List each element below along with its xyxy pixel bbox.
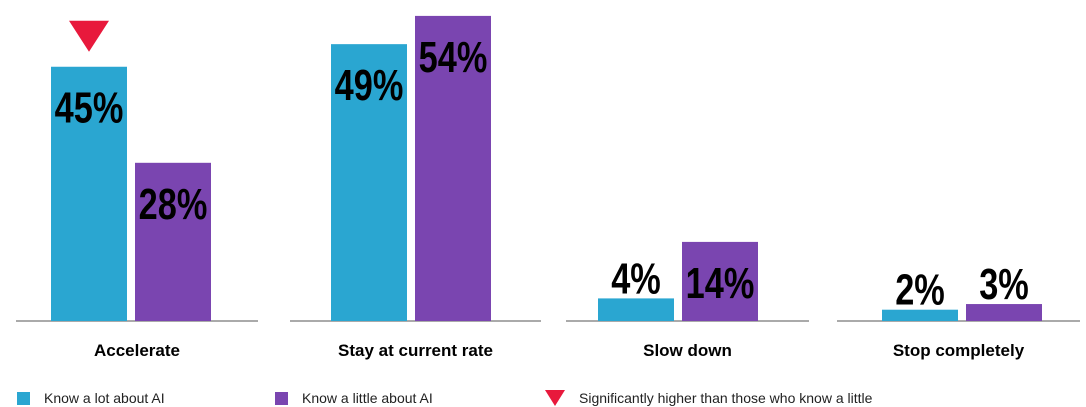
- legend-item-significance: Significantly higher than those who know…: [545, 390, 872, 406]
- legend-label-know-a-little: Know a little about AI: [302, 390, 433, 406]
- category-label-stay-at-current-rate: Stay at current rate: [338, 341, 493, 360]
- legend: Know a lot about AI Know a little about …: [0, 390, 1086, 407]
- value-label-slow-down-know-a-little-about-ai: 14%: [686, 259, 755, 308]
- category-label-slow-down: Slow down: [643, 341, 732, 360]
- value-label-stop-completely-know-a-little-about-ai: 3%: [979, 260, 1029, 309]
- legend-item-know-a-lot: Know a lot about AI: [17, 390, 165, 406]
- value-label-slow-down-know-a-lot-about-ai: 4%: [611, 254, 661, 303]
- legend-label-significance: Significantly higher than those who know…: [579, 390, 872, 406]
- value-label-stay-at-current-rate-know-a-little-about-ai: 54%: [419, 33, 488, 82]
- legend-swatch-know-a-lot: [17, 392, 30, 405]
- category-label-stop-completely: Stop completely: [893, 341, 1025, 360]
- legend-label-know-a-lot: Know a lot about AI: [44, 390, 165, 406]
- category-label-accelerate: Accelerate: [94, 341, 180, 360]
- significance-marker-icon: [545, 390, 565, 406]
- significance-marker-accelerate-icon: [69, 21, 109, 52]
- bar-chart: Accelerate 45% 28% Stay at current rate 49% 5…: [0, 0, 1086, 390]
- value-label-accelerate-know-a-lot-about-ai: 45%: [55, 84, 124, 133]
- value-label-stop-completely-know-a-lot-about-ai: 2%: [895, 266, 945, 315]
- value-label-stay-at-current-rate-know-a-lot-about-ai: 49%: [335, 61, 404, 110]
- legend-item-know-a-little: Know a little about AI: [275, 390, 433, 406]
- legend-swatch-know-a-little: [275, 392, 288, 405]
- value-label-accelerate-know-a-little-about-ai: 28%: [139, 180, 208, 229]
